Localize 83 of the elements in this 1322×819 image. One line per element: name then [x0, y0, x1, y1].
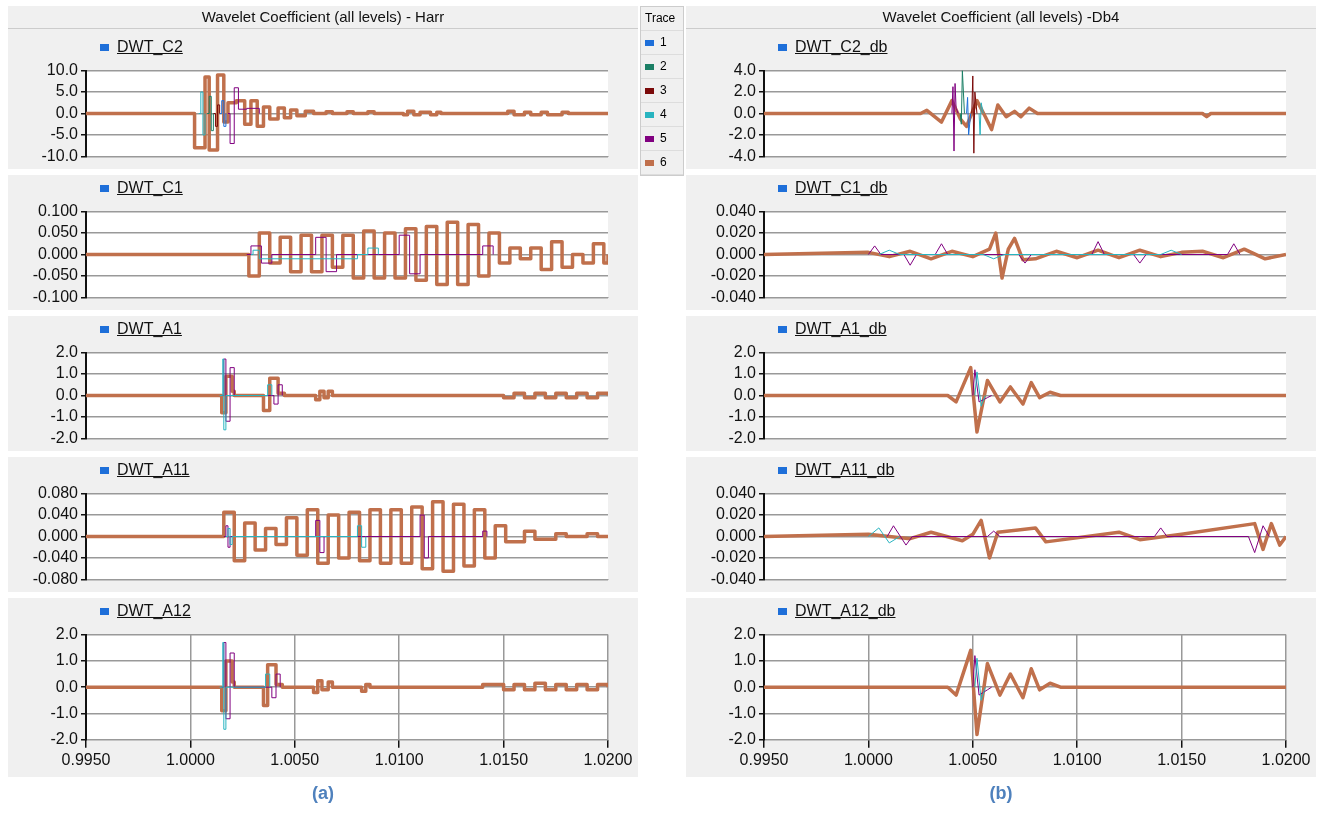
y-tick-label: 0.040: [715, 202, 757, 220]
y-tick-label: -2.0: [50, 428, 79, 446]
x-tick-label: 1.0000: [165, 750, 215, 768]
chart-subtitle: DWT_C2_db: [795, 37, 888, 57]
x-tick-label: 1.0000: [843, 750, 893, 768]
y-tick-label: 2.0: [733, 625, 757, 643]
y-tick-label: -4.0: [728, 146, 757, 164]
y-tick-label: -5.0: [50, 125, 79, 143]
y-tick-label: 0.040: [715, 484, 757, 502]
text: (b): [988, 783, 1014, 804]
legend-label: 6: [660, 154, 667, 171]
y-tick-label: -1.0: [50, 407, 79, 425]
y-tick-label: -0.100: [32, 287, 79, 305]
legend-label: 3: [660, 82, 667, 99]
y-tick-label: 2.0: [733, 82, 757, 100]
y-tick-label: 2.0: [733, 343, 757, 361]
chart-title: DWT_C1: [117, 178, 183, 198]
x-tick-label: 1.0200: [1261, 750, 1311, 768]
y-tick-label: -0.020: [710, 266, 757, 284]
y-tick-label: 0.0: [55, 385, 79, 403]
y-tick-label: -2.0: [50, 730, 79, 748]
y-tick-label: 0.0: [733, 677, 757, 695]
y-tick-label: 4.0: [733, 61, 757, 79]
legend-label: 1: [660, 34, 667, 51]
y-tick-label: -2.0: [728, 125, 757, 143]
y-tick-label: 0.020: [715, 223, 757, 241]
y-tick-label: 1.0: [733, 651, 757, 669]
y-tick-label: 5.0: [55, 82, 79, 100]
legend-label: 4: [660, 106, 667, 123]
chart-title: DWT_A12_db: [795, 601, 896, 621]
y-tick-label: 1.0: [733, 364, 757, 382]
x-tick-label: 0.9950: [61, 750, 111, 768]
y-tick-label: -10.0: [41, 146, 79, 164]
chart-title: DWT_A1_db: [795, 319, 887, 339]
y-tick-label: -1.0: [728, 407, 757, 425]
y-tick-label: -0.040: [710, 569, 757, 587]
y-tick-label: 0.000: [37, 526, 79, 544]
y-tick-label: 0.040: [37, 505, 79, 523]
y-tick-label: -0.040: [32, 548, 79, 566]
chart-title: DWT_A11_db: [795, 460, 895, 480]
y-tick-label: 0.0: [55, 677, 79, 695]
y-tick-label: 0.0: [733, 103, 757, 121]
x-tick-label: 1.0200: [583, 750, 633, 768]
y-tick-label: -0.050: [32, 266, 79, 284]
x-tick-label: 1.0150: [479, 750, 529, 768]
y-tick-label: 1.0: [55, 651, 79, 669]
y-tick-label: 0.020: [715, 505, 757, 523]
y-tick-label: 2.0: [55, 343, 79, 361]
y-tick-label: 0.000: [715, 244, 757, 262]
y-tick-label: 10.0: [46, 61, 79, 79]
chart-title: DWT_A11: [117, 460, 190, 480]
y-tick-label: -1.0: [50, 703, 79, 721]
chart-title: Wavelet Coefficient (all levels) - Harr: [8, 6, 638, 29]
x-tick-label: 1.0050: [948, 750, 998, 768]
text: (a): [311, 783, 335, 804]
legend-label: 2: [660, 58, 667, 75]
y-tick-label: 2.0: [55, 625, 79, 643]
y-tick-label: -1.0: [728, 703, 757, 721]
y-tick-label: -2.0: [728, 730, 757, 748]
y-tick-label: 0.000: [37, 244, 79, 262]
x-tick-label: 1.0150: [1157, 750, 1207, 768]
chart-subtitle: DWT_C2: [117, 37, 183, 57]
y-tick-label: -0.020: [710, 548, 757, 566]
legend-title: Trace: [641, 7, 683, 31]
chart-title: Wavelet Coefficient (all levels) -Db4: [686, 6, 1316, 29]
x-tick-label: 1.0100: [374, 750, 424, 768]
y-tick-label: 0.050: [37, 223, 79, 241]
legend-label: 5: [660, 130, 667, 147]
x-tick-label: 1.0100: [1052, 750, 1102, 768]
y-tick-label: -0.040: [710, 287, 757, 305]
y-tick-label: 0.000: [715, 526, 757, 544]
y-tick-label: -2.0: [728, 428, 757, 446]
y-tick-label: 0.0: [55, 103, 79, 121]
x-tick-label: 0.9950: [739, 750, 789, 768]
x-tick-label: 1.0050: [270, 750, 320, 768]
chart-title: DWT_C1_db: [795, 178, 888, 198]
y-tick-label: -0.080: [32, 569, 79, 587]
y-tick-label: 1.0: [55, 364, 79, 382]
y-tick-label: 0.080: [37, 484, 79, 502]
y-tick-label: 0.100: [37, 202, 79, 220]
y-tick-label: 0.0: [733, 385, 757, 403]
chart-title: DWT_A12: [117, 601, 191, 621]
chart-title: DWT_A1: [117, 319, 182, 339]
